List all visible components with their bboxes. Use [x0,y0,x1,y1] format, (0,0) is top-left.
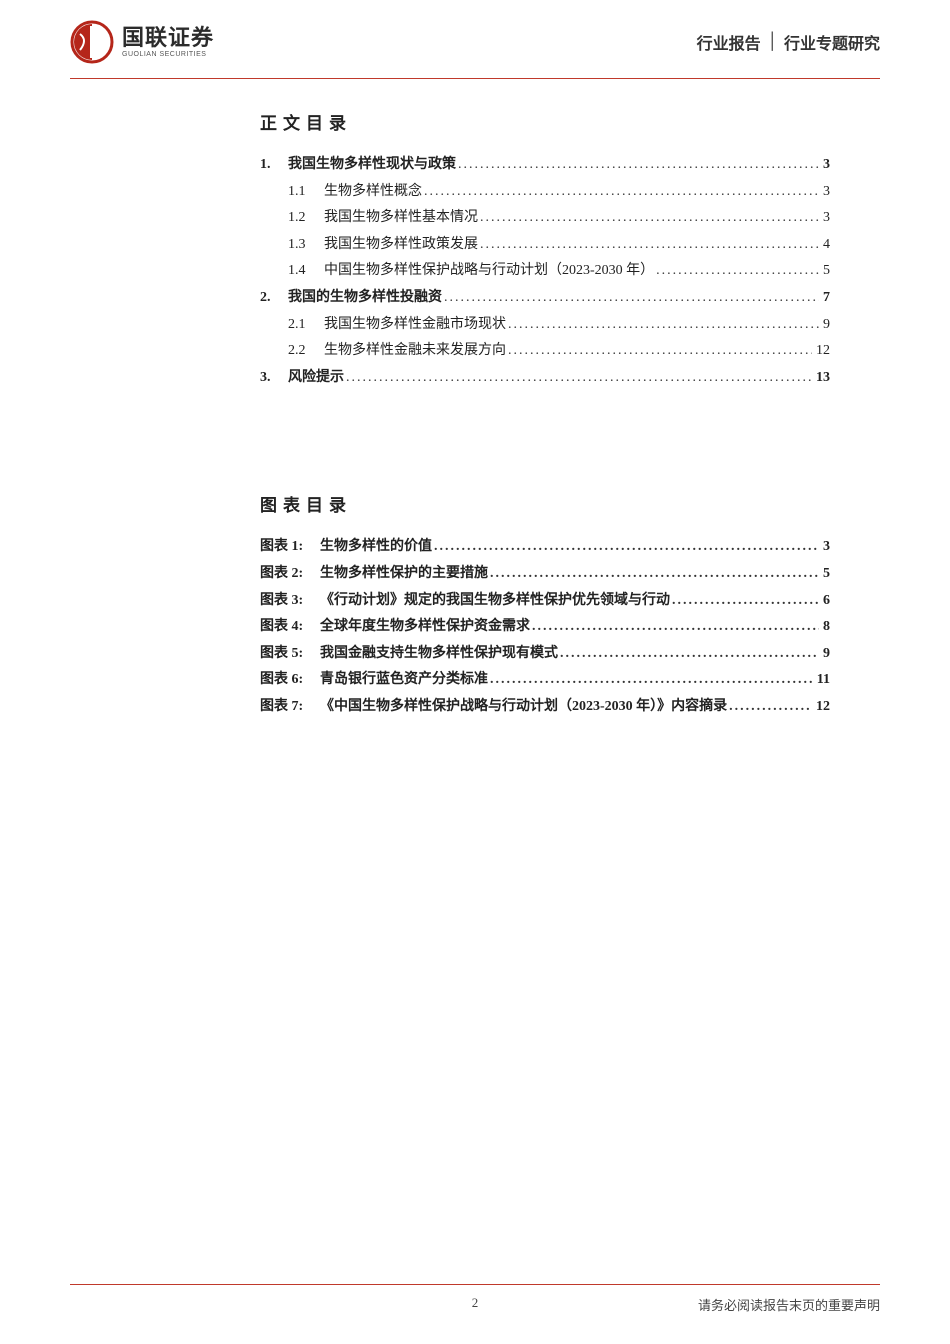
toc-entry-title: 生物多样性金融未来发展方向 [324,338,506,365]
toc-entry[interactable]: 3.风险提示 13 [260,365,830,392]
figure-entry[interactable]: 图表 4:全球年度生物多样性保护资金需求 8 [260,614,830,641]
toc-entry[interactable]: 2.1我国生物多样性金融市场现状 9 [260,312,830,339]
company-logo-icon [70,20,114,64]
toc-dots [488,561,819,588]
header-category-left: 行业报告 [697,30,761,54]
toc-dots [670,588,819,615]
logo-block: 国联证券 GUOLIAN SECURITIES [70,20,214,64]
footer-rule [70,1284,880,1285]
page-number: 2 [472,1295,479,1311]
figure-page: 5 [819,561,830,588]
figure-page: 11 [813,667,830,694]
toc-dots [488,667,813,694]
toc-entry-number: 1.2 [288,205,324,232]
toc-entry-title: 我国生物多样性政策发展 [324,232,478,259]
toc-dots [456,152,819,179]
figure-label: 图表 6: [260,667,320,694]
figures-heading: 图表目录 [260,491,830,516]
toc-dots [422,179,819,206]
figure-page: 3 [819,534,830,561]
page-header: 国联证券 GUOLIAN SECURITIES 行业报告 │ 行业专题研究 [0,0,950,74]
figures-list: 图表 1:生物多样性的价值3图表 2:生物多样性保护的主要措施5图表 3:《行动… [260,534,830,720]
toc-dots [654,258,819,285]
toc-entry-number: 2.1 [288,312,324,339]
toc-entry-title: 我国生物多样性金融市场现状 [324,312,506,339]
toc-entry[interactable]: 1.4中国生物多样性保护战略与行动计划（2023-2030 年） 5 [260,258,830,285]
toc-entry-page: 3 [819,179,830,206]
figure-label: 图表 4: [260,614,320,641]
toc-entry-page: 5 [819,258,830,285]
figure-title: 《行动计划》规定的我国生物多样性保护优先领域与行动 [320,588,670,615]
toc-entry-title: 中国生物多样性保护战略与行动计划（2023-2030 年） [324,258,654,285]
footer-disclaimer: 请务必阅读报告末页的重要声明 [698,1295,880,1314]
figure-title: 《中国生物多样性保护战略与行动计划（2023-2030 年）》内容摘录 [320,694,727,721]
toc-dots [506,312,819,339]
toc-dots [530,614,819,641]
toc-entry[interactable]: 1.1生物多样性概念 3 [260,179,830,206]
page-footer: 2 请务必阅读报告末页的重要声明 [70,1284,880,1314]
toc-entry[interactable]: 1.3我国生物多样性政策发展 4 [260,232,830,259]
toc-entry[interactable]: 1.我国生物多样性现状与政策 3 [260,152,830,179]
toc-entry-number: 1.3 [288,232,324,259]
toc-dots [478,205,819,232]
toc-entry-page: 3 [819,152,830,179]
toc-entry-title: 风险提示 [288,365,344,392]
toc-entry-number: 3. [260,365,288,392]
toc-entry-number: 1.4 [288,258,324,285]
toc-heading: 正文目录 [260,109,830,134]
figure-title: 我国金融支持生物多样性保护现有模式 [320,641,558,668]
figure-entry[interactable]: 图表 2:生物多样性保护的主要措施 5 [260,561,830,588]
toc-entry-number: 2. [260,285,288,312]
toc-list: 1.我国生物多样性现状与政策31.1生物多样性概念31.2我国生物多样性基本情况… [260,152,830,391]
figure-title: 青岛银行蓝色资产分类标准 [320,667,488,694]
toc-dots [727,694,812,721]
figure-title: 全球年度生物多样性保护资金需求 [320,614,530,641]
toc-dots [344,365,812,392]
toc-entry-number: 1.1 [288,179,324,206]
figure-page: 6 [819,588,830,615]
figure-entry[interactable]: 图表 5:我国金融支持生物多样性保护现有模式 9 [260,641,830,668]
figure-label: 图表 1: [260,534,320,561]
toc-dots [478,232,819,259]
figure-label: 图表 7: [260,694,320,721]
toc-entry-number: 1. [260,152,288,179]
figure-entry[interactable]: 图表 6:青岛银行蓝色资产分类标准 11 [260,667,830,694]
figure-label: 图表 2: [260,561,320,588]
header-divider: │ [767,33,778,51]
figure-title: 生物多样性保护的主要措施 [320,561,488,588]
figure-label: 图表 5: [260,641,320,668]
figure-entry[interactable]: 图表 1:生物多样性的价值 3 [260,534,830,561]
figure-page: 12 [812,694,830,721]
toc-entry-title: 生物多样性概念 [324,179,422,206]
figure-page: 9 [819,641,830,668]
logo-text: 国联证券 GUOLIAN SECURITIES [122,27,214,58]
toc-entry-page: 3 [819,205,830,232]
toc-dots [442,285,819,312]
toc-entry-title: 我国生物多样性基本情况 [324,205,478,232]
toc-entry[interactable]: 2.2生物多样性金融未来发展方向 12 [260,338,830,365]
header-category: 行业报告 │ 行业专题研究 [697,30,880,54]
toc-dots [432,534,819,561]
main-content: 正文目录 1.我国生物多样性现状与政策31.1生物多样性概念31.2我国生物多样… [0,79,950,721]
toc-entry-number: 2.2 [288,338,324,365]
toc-entry[interactable]: 1.2我国生物多样性基本情况 3 [260,205,830,232]
figure-page: 8 [819,614,830,641]
toc-entry-page: 9 [819,312,830,339]
logo-cn-name: 国联证券 [122,27,214,49]
header-category-right: 行业专题研究 [784,30,880,54]
figure-label: 图表 3: [260,588,320,615]
toc-entry[interactable]: 2.我国的生物多样性投融资 7 [260,285,830,312]
toc-entry-title: 我国的生物多样性投融资 [288,285,442,312]
toc-dots [506,338,812,365]
figure-title: 生物多样性的价值 [320,534,432,561]
toc-entry-page: 13 [812,365,830,392]
logo-en-name: GUOLIAN SECURITIES [122,51,214,58]
toc-entry-page: 12 [812,338,830,365]
toc-dots [558,641,819,668]
figure-entry[interactable]: 图表 7:《中国生物多样性保护战略与行动计划（2023-2030 年）》内容摘录… [260,694,830,721]
figure-entry[interactable]: 图表 3:《行动计划》规定的我国生物多样性保护优先领域与行动 6 [260,588,830,615]
toc-entry-page: 7 [819,285,830,312]
toc-entry-title: 我国生物多样性现状与政策 [288,152,456,179]
toc-entry-page: 4 [819,232,830,259]
